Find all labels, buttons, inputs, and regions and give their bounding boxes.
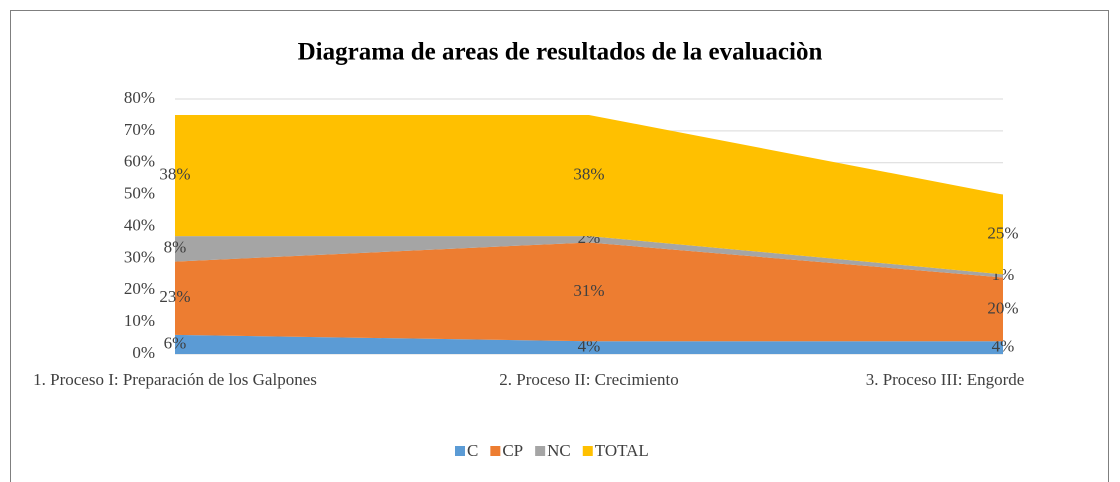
y-tick-label: 30%	[124, 247, 155, 266]
legend-label: TOTAL	[595, 441, 649, 460]
y-tick-label: 60%	[124, 152, 155, 171]
data-label: 8%	[164, 238, 187, 257]
data-label: 25%	[987, 223, 1018, 242]
legend-swatch	[535, 446, 546, 456]
data-label: 23%	[159, 287, 190, 306]
data-label: 38%	[159, 164, 190, 183]
area	[175, 114, 1003, 275]
legend-swatch	[490, 446, 501, 456]
legend-swatch	[582, 446, 593, 456]
legend-swatch	[455, 446, 465, 456]
data-label: 6%	[164, 333, 187, 352]
legend-label: C	[467, 441, 478, 460]
data-label: 31%	[573, 281, 604, 300]
y-tick-label: 40%	[124, 215, 155, 234]
area	[175, 242, 1003, 342]
legend-label: NC	[547, 441, 571, 460]
data-label: 4%	[992, 337, 1015, 356]
y-tick-label: 20%	[124, 279, 155, 298]
y-tick-label: 80%	[124, 88, 155, 107]
y-tick-label: 50%	[124, 184, 155, 203]
legend-label: CP	[502, 441, 523, 460]
data-label: 38%	[573, 164, 604, 183]
area	[175, 236, 1003, 278]
area	[175, 334, 1003, 354]
frame	[10, 10, 1109, 482]
chart-title: Diagrama de areas de resultados de la ev…	[298, 39, 823, 66]
data-label: 4%	[578, 337, 601, 356]
x-tick-label: 1. Proceso I: Preparación de los Galpone…	[33, 370, 317, 389]
data-label: 20%	[987, 298, 1018, 317]
x-tick-label: 3. Proceso III: Engorde	[865, 370, 1025, 389]
y-tick-label: 10%	[124, 311, 155, 330]
y-tick-label: 70%	[124, 120, 155, 139]
x-tick-label: 2. Proceso II: Crecimiento	[499, 370, 679, 389]
y-tick-label: 0%	[132, 343, 155, 362]
